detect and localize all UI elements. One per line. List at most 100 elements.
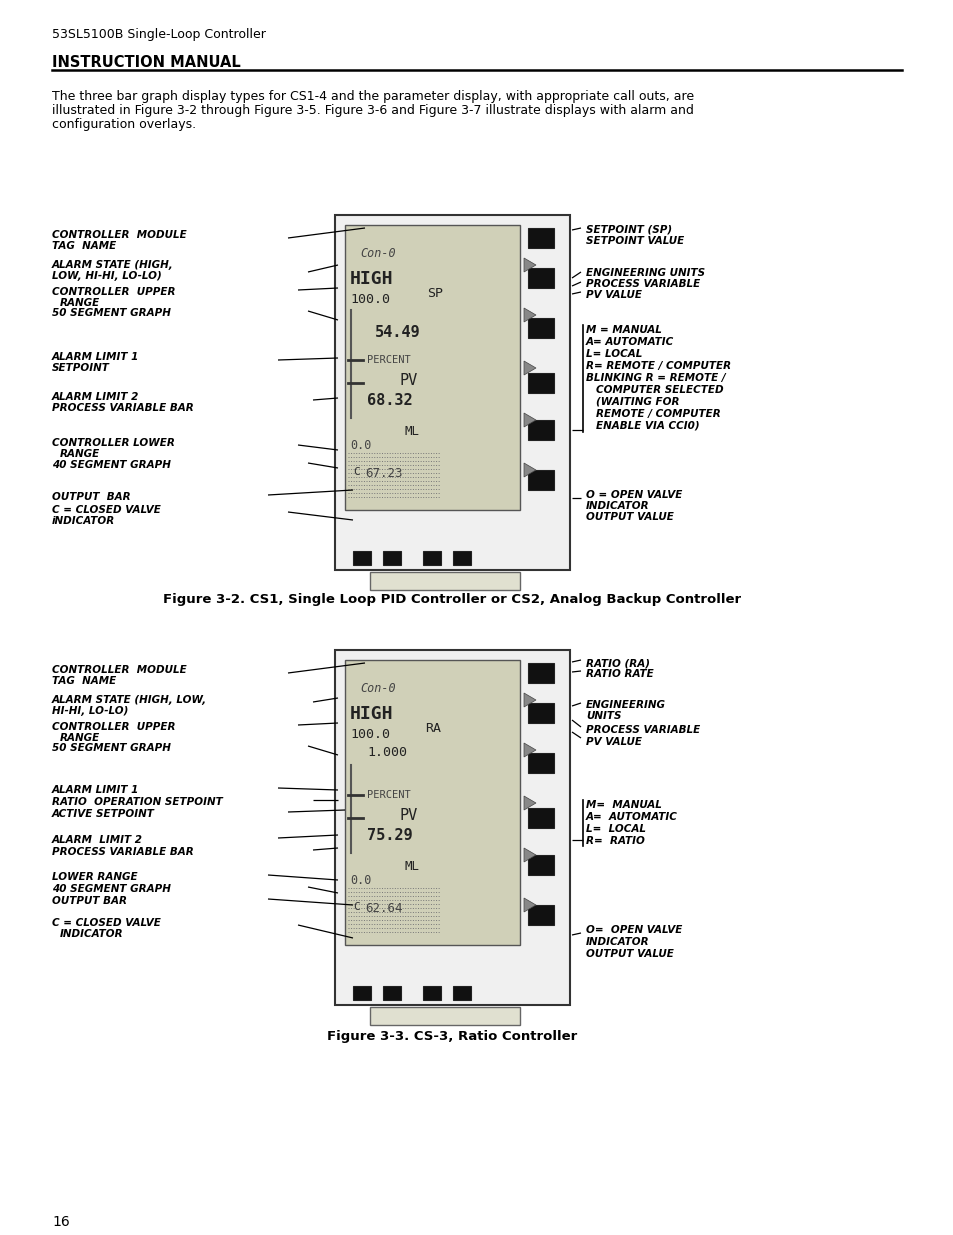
Text: UNITS: UNITS — [585, 711, 620, 721]
Text: The three bar graph display types for CS1-4 and the parameter display, with appr: The three bar graph display types for CS… — [52, 90, 694, 103]
Text: PV: PV — [399, 373, 417, 388]
Text: M=  MANUAL: M= MANUAL — [585, 800, 661, 810]
Text: ACTIVE SETPOINT: ACTIVE SETPOINT — [52, 809, 154, 819]
Bar — [422, 986, 440, 1000]
Text: C: C — [353, 467, 359, 477]
Text: RANGE: RANGE — [60, 298, 100, 308]
Text: PERCENT: PERCENT — [367, 790, 411, 800]
Text: 50 SEGMENT GRAPH: 50 SEGMENT GRAPH — [52, 308, 171, 317]
Bar — [527, 905, 554, 925]
Text: SP: SP — [427, 287, 442, 300]
Polygon shape — [523, 412, 536, 427]
Text: 1.000: 1.000 — [367, 746, 407, 760]
Text: 40 SEGMENT GRAPH: 40 SEGMENT GRAPH — [52, 459, 171, 471]
Text: HI-HI, LO-LO): HI-HI, LO-LO) — [52, 706, 129, 716]
Bar — [527, 268, 554, 288]
Text: ALARM LIMIT 2: ALARM LIMIT 2 — [52, 391, 139, 403]
Text: LOW, HI-HI, LO-LO): LOW, HI-HI, LO-LO) — [52, 270, 162, 282]
Text: LOWER RANGE: LOWER RANGE — [52, 872, 137, 882]
Bar — [353, 551, 371, 564]
Bar — [353, 986, 371, 1000]
Text: PROCESS VARIABLE BAR: PROCESS VARIABLE BAR — [52, 403, 193, 412]
Bar — [345, 225, 519, 510]
Text: TAG  NAME: TAG NAME — [52, 676, 116, 685]
Text: BLINKING R = REMOTE /: BLINKING R = REMOTE / — [585, 373, 725, 383]
Bar — [527, 753, 554, 773]
Bar — [527, 703, 554, 722]
Text: PROCESS VARIABLE: PROCESS VARIABLE — [585, 725, 700, 735]
Text: L=  LOCAL: L= LOCAL — [585, 824, 645, 834]
Text: 68.32: 68.32 — [367, 393, 413, 408]
Text: CONTROLLER  UPPER: CONTROLLER UPPER — [52, 722, 175, 732]
Bar — [335, 215, 569, 571]
Text: 53SL5100B Single-Loop Controller: 53SL5100B Single-Loop Controller — [52, 28, 266, 41]
Text: ENGINEERING: ENGINEERING — [585, 700, 665, 710]
Text: 100.0: 100.0 — [350, 293, 390, 306]
Text: 62.64: 62.64 — [365, 902, 402, 915]
Text: 100.0: 100.0 — [350, 727, 390, 741]
Text: OUTPUT VALUE: OUTPUT VALUE — [585, 513, 673, 522]
Text: 40 SEGMENT GRAPH: 40 SEGMENT GRAPH — [52, 884, 171, 894]
Text: SETPOINT: SETPOINT — [52, 363, 110, 373]
Text: PROCESS VARIABLE: PROCESS VARIABLE — [585, 279, 700, 289]
Text: Con-0: Con-0 — [359, 247, 395, 261]
Bar — [527, 808, 554, 827]
Text: iNDICATOR: iNDICATOR — [52, 516, 115, 526]
Text: C: C — [353, 902, 359, 911]
Polygon shape — [523, 743, 536, 757]
Text: OUTPUT BAR: OUTPUT BAR — [52, 897, 127, 906]
Text: OUTPUT  BAR: OUTPUT BAR — [52, 492, 131, 501]
Text: SETPOINT VALUE: SETPOINT VALUE — [585, 236, 683, 246]
Text: REMOTE / COMPUTER: REMOTE / COMPUTER — [596, 409, 720, 419]
Text: Con-0: Con-0 — [359, 682, 395, 695]
Text: 50 SEGMENT GRAPH: 50 SEGMENT GRAPH — [52, 743, 171, 753]
Text: PV: PV — [399, 808, 417, 823]
Text: ALARM LIMIT 1: ALARM LIMIT 1 — [52, 352, 139, 362]
Bar — [527, 317, 554, 338]
Text: INDICATOR: INDICATOR — [60, 929, 124, 939]
Text: O=  OPEN VALVE: O= OPEN VALVE — [585, 925, 681, 935]
Text: R=  RATIO: R= RATIO — [585, 836, 644, 846]
Polygon shape — [523, 797, 536, 810]
Text: Figure 3-2. CS1, Single Loop PID Controller or CS2, Analog Backup Controller: Figure 3-2. CS1, Single Loop PID Control… — [163, 593, 740, 606]
Text: SETPOINT (SP): SETPOINT (SP) — [585, 225, 672, 235]
Text: INDICATOR: INDICATOR — [585, 937, 649, 947]
Text: PV VALUE: PV VALUE — [585, 290, 641, 300]
Text: 16: 16 — [52, 1215, 70, 1229]
Text: configuration overlays.: configuration overlays. — [52, 119, 196, 131]
Text: RATIO  OPERATION SETPOINT: RATIO OPERATION SETPOINT — [52, 797, 222, 806]
Text: 0.0: 0.0 — [350, 438, 371, 452]
Text: INDICATOR: INDICATOR — [585, 501, 649, 511]
Text: 0.0: 0.0 — [350, 874, 371, 887]
Text: 54.49: 54.49 — [375, 325, 420, 340]
Bar — [527, 471, 554, 490]
Polygon shape — [523, 463, 536, 477]
Text: HIGH: HIGH — [350, 705, 393, 722]
Text: 67.23: 67.23 — [365, 467, 402, 480]
Text: C = CLOSED VALVE: C = CLOSED VALVE — [52, 505, 161, 515]
Bar — [527, 228, 554, 248]
Text: L= LOCAL: L= LOCAL — [585, 350, 641, 359]
Text: CONTROLLER  MODULE: CONTROLLER MODULE — [52, 230, 187, 240]
Text: C = CLOSED VALVE: C = CLOSED VALVE — [52, 918, 161, 927]
Text: ML: ML — [405, 860, 419, 873]
Text: ENABLE VIA CCI0): ENABLE VIA CCI0) — [596, 421, 699, 431]
Text: RATIO (RA): RATIO (RA) — [585, 658, 649, 668]
Text: A=  AUTOMATIC: A= AUTOMATIC — [585, 811, 678, 823]
Bar — [345, 659, 519, 945]
Text: A= AUTOMATIC: A= AUTOMATIC — [585, 337, 674, 347]
Text: RANGE: RANGE — [60, 734, 100, 743]
Polygon shape — [523, 693, 536, 706]
Bar — [453, 551, 471, 564]
Bar — [527, 420, 554, 440]
Text: ALARM  LIMIT 2: ALARM LIMIT 2 — [52, 835, 143, 845]
Text: CONTROLLER LOWER: CONTROLLER LOWER — [52, 438, 174, 448]
Bar — [527, 373, 554, 393]
Text: TAG  NAME: TAG NAME — [52, 241, 116, 251]
Polygon shape — [523, 308, 536, 322]
Text: OUTPUT VALUE: OUTPUT VALUE — [585, 948, 673, 960]
Polygon shape — [523, 361, 536, 375]
Bar — [422, 551, 440, 564]
Text: HIGH: HIGH — [350, 270, 393, 288]
Text: RANGE: RANGE — [60, 450, 100, 459]
